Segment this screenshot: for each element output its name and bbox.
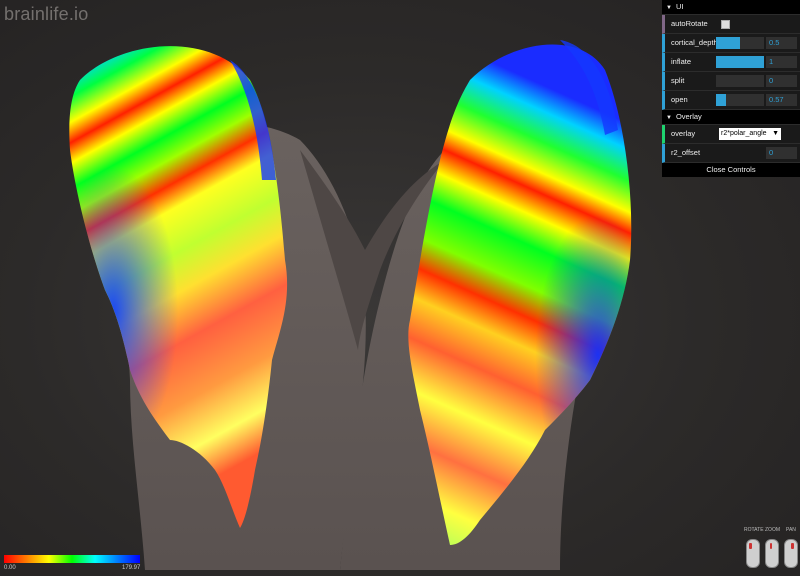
autorotate-row[interactable]: autoRotate <box>662 15 800 34</box>
split-value[interactable]: 0 <box>766 75 797 87</box>
left-edge-blue <box>230 60 276 180</box>
inflate-value[interactable]: 1 <box>766 56 797 68</box>
select-arrow-icon: ▼ <box>772 130 779 137</box>
right-edge-blue <box>560 40 618 135</box>
controls-panel: ▼ UI autoRotate cortical_depth 0.5 inflat… <box>662 0 800 177</box>
rotate-hint-label: ROTATE <box>744 527 764 533</box>
open-row[interactable]: open 0.57 <box>662 91 800 110</box>
cortical-depth-value[interactable]: 0.5 <box>766 37 797 49</box>
wheel-icon <box>770 543 772 549</box>
overlay-select[interactable]: r2*polar_angle ▼ <box>719 128 781 140</box>
r2-offset-label: r2_offset <box>671 148 701 157</box>
triangle-down-icon: ▼ <box>666 5 672 11</box>
cortical-depth-label: cortical_depth <box>671 38 718 47</box>
cortical-depth-fill <box>716 37 740 49</box>
right-blue-region <box>408 44 632 546</box>
zoom-mouse-icon <box>765 539 779 568</box>
open-value[interactable]: 0.57 <box>766 94 797 106</box>
midline-surface <box>300 150 445 350</box>
r2-offset-row[interactable]: r2_offset 0 <box>662 144 800 163</box>
pan-hint-label: PAN <box>786 527 796 533</box>
overlay-row[interactable]: overlay r2*polar_angle ▼ <box>662 125 800 144</box>
right-button-icon <box>791 543 794 549</box>
autorotate-label: autoRotate <box>671 19 708 28</box>
split-slider[interactable] <box>716 75 764 87</box>
triangle-down-icon: ▼ <box>666 115 672 121</box>
rotate-mouse-icon <box>746 539 760 568</box>
colorbar-max-label: 179.97 <box>122 565 141 571</box>
close-controls-button[interactable]: Close Controls <box>662 163 800 177</box>
autorotate-checkbox[interactable] <box>721 20 730 29</box>
left-button-icon <box>749 543 752 549</box>
pan-mouse-icon <box>784 539 798 568</box>
inflate-slider[interactable] <box>716 56 764 68</box>
split-row[interactable]: split 0 <box>662 72 800 91</box>
inflate-label: inflate <box>671 57 692 66</box>
ui-folder-title[interactable]: ▼ UI <box>662 0 800 15</box>
overlay-label: overlay <box>671 129 696 138</box>
colorbar <box>4 555 140 563</box>
open-slider[interactable] <box>716 94 764 106</box>
cortical-depth-slider[interactable] <box>716 37 764 49</box>
inflate-fill <box>716 56 764 68</box>
open-label: open <box>671 95 688 104</box>
inflate-row[interactable]: inflate 1 <box>662 53 800 72</box>
brainlife-logo[interactable]: brainlife.io <box>4 4 89 24</box>
colorbar-min-label: 0.00 <box>4 565 16 571</box>
open-fill <box>716 94 726 106</box>
split-label: split <box>671 76 685 85</box>
left-blue-region <box>69 46 288 528</box>
cortical-depth-row[interactable]: cortical_depth 0.5 <box>662 34 800 53</box>
overlay-folder-title[interactable]: ▼ Overlay <box>662 110 800 125</box>
r2-offset-value[interactable]: 0 <box>766 147 797 159</box>
zoom-hint-label: ZOOM <box>765 527 780 533</box>
